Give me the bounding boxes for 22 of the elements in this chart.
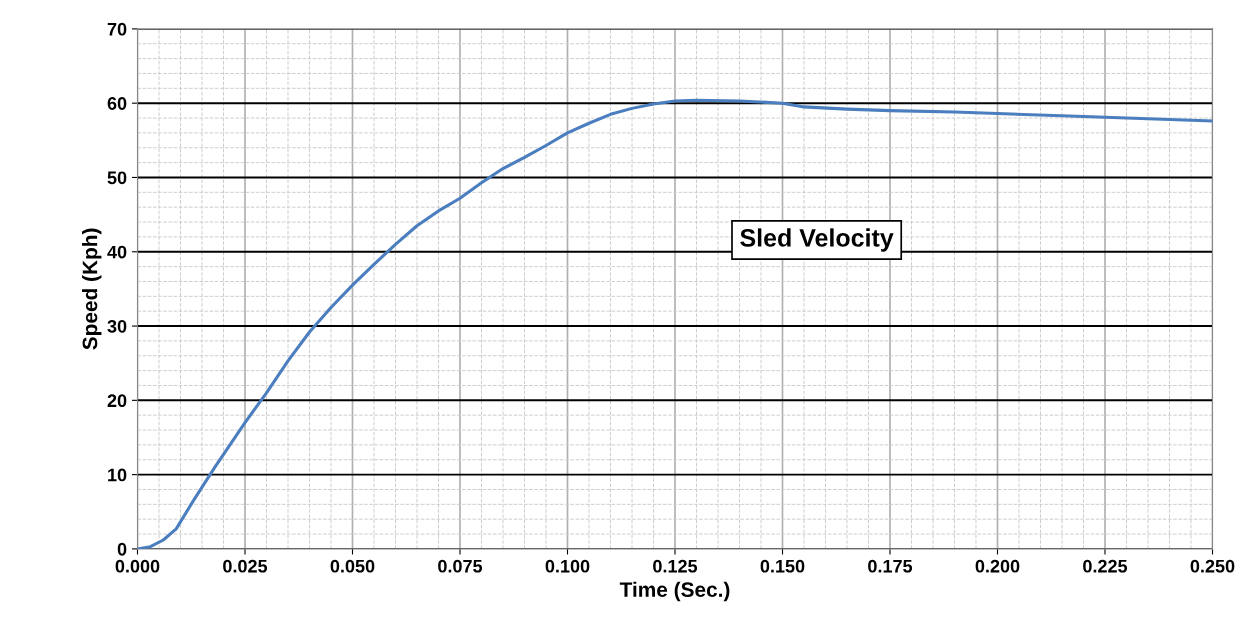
y-tick-label: 0 [117, 542, 127, 556]
x-tick-label: 0.175 [868, 559, 913, 573]
annotation: Sled Velocity [740, 228, 894, 252]
y-tick-label: 10 [108, 468, 127, 482]
y-tick-label: 40 [107, 245, 127, 259]
x-tick-label: 0.200 [975, 559, 1020, 573]
x-tick-label: 0.100 [545, 559, 590, 573]
y-tick-label: 70 [107, 22, 127, 36]
y-axis-title: Speed (Kph) [82, 228, 102, 350]
x-tick-label: 0.125 [653, 559, 698, 573]
x-axis-title: Time (Sec.) [619, 581, 730, 602]
x-tick-label: 0.250 [1190, 559, 1235, 573]
x-tick-label: 0.225 [1083, 559, 1128, 573]
y-tick-label: 50 [107, 171, 127, 185]
y-tick-label: 60 [107, 97, 127, 110]
x-tick-label: 0.050 [330, 559, 375, 573]
x-tick-label: 0.075 [438, 559, 483, 573]
y-tick-label: 30 [107, 319, 127, 333]
y-tick-label: 20 [107, 394, 127, 408]
x-tick-label: 0.000 [115, 559, 160, 573]
x-tick-label: 0.150 [760, 559, 805, 573]
x-tick-label: 0.025 [223, 559, 268, 573]
